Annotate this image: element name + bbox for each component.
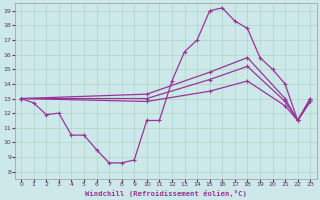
X-axis label: Windchill (Refroidissement éolien,°C): Windchill (Refroidissement éolien,°C) xyxy=(85,190,247,197)
